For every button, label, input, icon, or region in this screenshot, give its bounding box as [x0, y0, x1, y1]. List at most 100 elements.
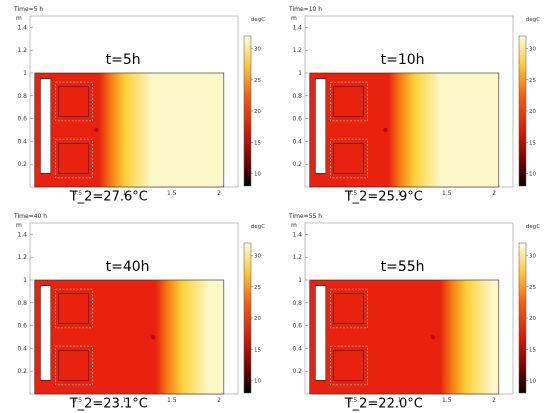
panel-title: Time=10 h	[288, 6, 322, 13]
panel-time-5h: Time=5 h m 0.2 0.4 0.6 0.8 1 1.2 1.4 0.5 1 1.5 2 t=5h…	[0, 0, 275, 206]
colorbar-tick-label: 15	[529, 140, 536, 146]
x-tick-label: 2	[217, 397, 221, 404]
x-tick-label: 1	[398, 397, 402, 404]
y-unit-label: m	[291, 222, 297, 229]
y-tick-label: 0.8	[292, 93, 302, 100]
heatmap-svg: Time=5 h m 0.2 0.4 0.6 0.8 1 1.2 1.4 0.5 1 1.5 2 t=5h…	[13, 6, 265, 205]
y-tick-label: 1	[298, 70, 302, 77]
heat-source-boundary	[330, 288, 368, 329]
colorbar-tick-label: 10	[529, 172, 536, 178]
colorbar-tick-label: 15	[254, 347, 261, 353]
x-tick-label: 1.5	[167, 397, 177, 404]
colorbar	[243, 35, 252, 187]
colorbar-unit: degC	[526, 17, 540, 23]
y-tick-label: 1.4	[292, 231, 302, 238]
colorbar-tick-label: 20	[254, 316, 261, 322]
colorbar-tick-label: 30	[529, 47, 536, 53]
x-tick-label: 2	[217, 190, 221, 197]
x-tick-label: 1	[123, 397, 127, 404]
y-tick-label: 0.6	[17, 116, 27, 123]
colorbar-tick-label: 25	[254, 285, 261, 291]
y-tick-label: 0.2	[292, 161, 302, 168]
panel-title: Time=40 h	[13, 213, 47, 220]
x-tick-label: 0.5	[72, 190, 82, 197]
y-tick-label: 1	[23, 277, 27, 284]
colorbar-tick-label: 30	[529, 254, 536, 260]
y-tick-label: 0.4	[292, 138, 302, 145]
heat-source-boundary	[330, 81, 368, 122]
colorbar-tick-label: 25	[529, 285, 536, 291]
y-tick-label: 0.8	[17, 93, 27, 100]
time-annotation: t=55h	[381, 259, 425, 275]
inlet-wall	[315, 78, 327, 174]
heat-source-boundary	[55, 345, 93, 386]
colorbar-tick-label: 20	[254, 109, 261, 115]
y-tick-label: 0.2	[17, 161, 27, 168]
y-unit-label: m	[16, 15, 22, 22]
heatmap-svg: Time=10 h m 0.2 0.4 0.6 0.8 1 1.2 1.4 0.5 1 1.5 2 t=1…	[288, 6, 540, 205]
sensor-marker	[93, 127, 99, 133]
heat-source-box	[58, 293, 89, 324]
colorbar	[518, 242, 527, 394]
x-tick-label: 2	[492, 397, 496, 404]
y-unit-label: m	[16, 222, 22, 229]
heat-source-box	[333, 86, 364, 117]
x-tick-label: 1.5	[167, 190, 177, 197]
heat-source-boundary	[330, 345, 368, 386]
y-tick-label: 0.6	[292, 323, 302, 330]
time-annotation: t=10h	[381, 52, 425, 68]
temperature-annotation: T_2=27.6°C	[69, 190, 148, 205]
colorbar-tick-label: 25	[529, 78, 536, 84]
x-tick-label: 1	[398, 190, 402, 197]
sensor-marker	[430, 334, 435, 340]
x-tick-label: 1.5	[442, 397, 452, 404]
y-tick-label: 0.6	[292, 116, 302, 123]
heat-source-boundary	[55, 288, 93, 329]
y-tick-label: 0.4	[292, 345, 302, 352]
heat-source-box	[333, 350, 364, 381]
heat-source-box	[58, 143, 89, 174]
colorbar-tick-label: 20	[529, 109, 536, 115]
colorbar-tick-label: 20	[529, 316, 536, 322]
heat-source-box	[333, 143, 364, 174]
y-tick-label: 1	[23, 70, 27, 77]
heatmap-svg: Time=40 h m 0.2 0.4 0.6 0.8 1 1.2 1.4 0.5 1 1.5 2 t=4…	[13, 213, 265, 412]
colorbar-tick-label: 15	[529, 347, 536, 353]
y-tick-label: 0.2	[17, 368, 27, 375]
y-tick-label: 0.4	[17, 345, 27, 352]
x-tick-label: 2	[492, 190, 496, 197]
colorbar-tick-label: 30	[254, 47, 261, 53]
temperature-field	[34, 72, 225, 188]
y-tick-label: 0.8	[17, 300, 27, 307]
heat-source-box	[333, 293, 364, 324]
y-tick-label: 0.4	[17, 138, 27, 145]
x-tick-label: 0.5	[347, 190, 357, 197]
panel-title: Time=55 h	[288, 213, 322, 220]
y-tick-label: 1.4	[17, 24, 27, 31]
time-annotation: t=40h	[106, 259, 150, 275]
inlet-wall	[40, 285, 52, 381]
colorbar-tick-label: 10	[254, 172, 261, 178]
panel-time-10h: Time=10 h m 0.2 0.4 0.6 0.8 1 1.2 1.4 0.5 1 1.5 2 t=1…	[275, 0, 550, 206]
panel-time-55h: Time=55 h m 0.2 0.4 0.6 0.8 1 1.2 1.4 0.5 1 1.5 2 t=5…	[275, 207, 550, 413]
colorbar-tick-label: 10	[529, 379, 536, 385]
heatmap-svg: Time=55 h m 0.2 0.4 0.6 0.8 1 1.2 1.4 0.5 1 1.5 2 t=5…	[288, 213, 540, 412]
temperature-field	[309, 279, 500, 395]
x-tick-label: 0.5	[347, 397, 357, 404]
inlet-wall	[40, 78, 52, 174]
y-tick-label: 1.2	[17, 47, 27, 54]
y-tick-label: 1.4	[292, 24, 302, 31]
colorbar-tick-label: 10	[254, 379, 261, 385]
colorbar-unit: degC	[251, 17, 265, 23]
heat-source-boundary	[55, 81, 93, 122]
colorbar-unit: degC	[251, 224, 265, 230]
y-tick-label: 0.2	[292, 368, 302, 375]
temperature-annotation: T_2=25.9°C	[344, 190, 423, 205]
sensor-marker	[150, 334, 156, 340]
panel-title: Time=5 h	[13, 6, 43, 13]
heat-source-boundary	[55, 138, 93, 179]
y-tick-label: 0.6	[17, 323, 27, 330]
heat-source-box	[58, 350, 89, 381]
time-annotation: t=5h	[106, 52, 141, 68]
